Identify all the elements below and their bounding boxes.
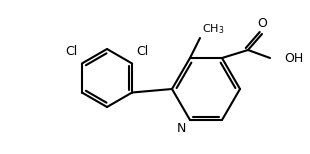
Text: Cl: Cl [136,45,148,57]
Text: Cl: Cl [66,45,78,57]
Text: N: N [177,122,186,135]
Text: CH$_3$: CH$_3$ [202,22,224,36]
Text: O: O [257,17,267,30]
Text: OH: OH [284,51,303,65]
